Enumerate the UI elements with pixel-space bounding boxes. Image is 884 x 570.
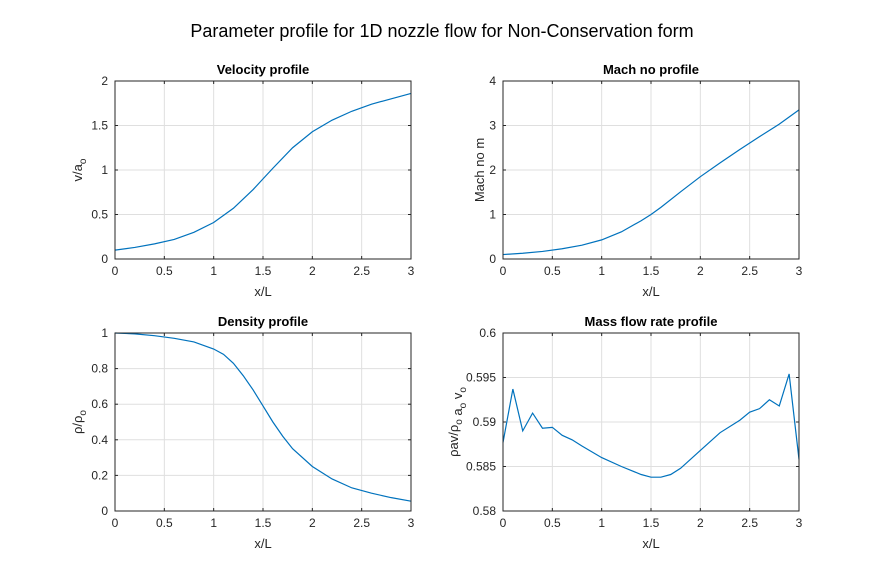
chart-0-x-tick-label: 2 (309, 264, 316, 278)
chart-1-x-tick-label: 3 (796, 264, 803, 278)
chart-2-y-tick-label: 0 (101, 504, 108, 518)
chart-3-y-axis-label: ρav/ρo ao vo (446, 387, 469, 457)
chart-2-x-tick-label: 2.5 (353, 516, 370, 530)
chart-3-x-tick-label: 1 (598, 516, 605, 530)
chart-0-x-tick-label: 0.5 (156, 264, 173, 278)
chart-2-y-tick-label: 1 (101, 326, 108, 340)
chart-1-title: Mach no profile (603, 62, 699, 77)
chart-0-y-tick-label: 1.5 (91, 119, 108, 133)
chart-1-x-tick-label: 2.5 (741, 264, 758, 278)
chart-3-x-axis-label: x/L (642, 536, 659, 551)
chart-0-title: Velocity profile (217, 62, 309, 77)
chart-1-y-tick-label: 2 (489, 163, 496, 177)
chart-3-x-tick-label: 3 (796, 516, 803, 530)
chart-2-series-line (114, 332, 412, 502)
velocity-profile-axes: 0 0.5 1 1.5 2 2.5 3 0 0.5 1 1.5 2 Velocity profile x/… (70, 62, 415, 299)
chart-2-y-axis-label: ρ/ρo (70, 410, 89, 434)
chart-1-y-tick-label: 3 (489, 119, 496, 133)
chart-2-x-axis-label: x/L (254, 536, 271, 551)
chart-2-y-tick-label: 0.8 (91, 362, 108, 376)
chart-0-y-tick-label: 1 (101, 163, 108, 177)
chart-2-x-tick-label: 3 (408, 516, 415, 530)
chart-3-x-tick-label: 0 (500, 516, 507, 530)
chart-1-x-tick-label: 0 (500, 264, 507, 278)
chart-2-y-tick-label: 0.4 (91, 433, 108, 447)
chart-2-y-tick-label: 0.6 (91, 397, 108, 411)
chart-3-y-tick-label: 0.6 (479, 326, 496, 340)
chart-0-x-tick-label: 3 (408, 264, 415, 278)
chart-0-y-tick-label: 0.5 (91, 208, 108, 222)
chart-1-y-tick-label: 0 (489, 252, 496, 266)
chart-2-x-tick-label: 2 (309, 516, 316, 530)
chart-1-x-axis-label: x/L (642, 284, 659, 299)
chart-0-x-tick-label: 1 (210, 264, 217, 278)
density-profile-axes: 0 0.5 1 1.5 2 2.5 3 0 0.2 0.4 0.6 0.8 1 Density profi… (70, 314, 415, 551)
chart-1-series-line (502, 109, 800, 256)
chart-3-x-tick-label: 2.5 (741, 516, 758, 530)
chart-2-x-tick-label: 1.5 (255, 516, 272, 530)
chart-2-x-tick-label: 0.5 (156, 516, 173, 530)
chart-0-x-tick-label: 1.5 (255, 264, 272, 278)
chart-1-y-tick-label: 1 (489, 208, 496, 222)
chart-3-y-tick-label: 0.58 (473, 504, 497, 518)
chart-3-x-tick-label: 2 (697, 516, 704, 530)
chart-1-y-axis-label: Mach no m (472, 138, 487, 202)
mach-no-profile-axes: 0 0.5 1 1.5 2 2.5 3 0 1 2 3 4 Mach no profile x/L Mach… (472, 62, 803, 299)
chart-1-x-tick-label: 0.5 (544, 264, 561, 278)
chart-3-y-tick-label: 0.59 (473, 415, 497, 429)
chart-2-title: Density profile (218, 314, 308, 329)
chart-0-series-line (114, 92, 412, 251)
chart-3-y-tick-label: 0.585 (466, 460, 496, 474)
chart-0-x-tick-label: 0 (112, 264, 119, 278)
chart-3-x-tick-label: 0.5 (544, 516, 561, 530)
chart-1-x-tick-label: 1.5 (643, 264, 660, 278)
chart-3-title: Mass flow rate profile (585, 314, 718, 329)
chart-2-x-tick-label: 1 (210, 516, 217, 530)
chart-3-series-line (502, 373, 800, 478)
chart-2-x-tick-label: 0 (112, 516, 119, 530)
figure-suptitle: Parameter profile for 1D nozzle flow for… (190, 21, 693, 41)
chart-1-x-tick-label: 2 (697, 264, 704, 278)
chart-2-y-tick-label: 0.2 (91, 468, 108, 482)
chart-0-y-tick-label: 2 (101, 74, 108, 88)
chart-0-y-axis-label: v/ao (70, 158, 89, 181)
chart-3-x-tick-label: 1.5 (643, 516, 660, 530)
chart-0-x-tick-label: 2.5 (353, 264, 370, 278)
mass-flow-rate-profile-axes: 0 0.5 1 1.5 2 2.5 3 0.58 0.585 0.59 0.595 0.6 Mass f… (446, 314, 803, 551)
chart-2-grid (114, 332, 412, 512)
chart-0-x-axis-label: x/L (254, 284, 271, 299)
chart-1-x-tick-label: 1 (598, 264, 605, 278)
chart-0-y-tick-label: 0 (101, 252, 108, 266)
chart-1-y-tick-label: 4 (489, 74, 496, 88)
chart-3-y-tick-label: 0.595 (466, 371, 496, 385)
